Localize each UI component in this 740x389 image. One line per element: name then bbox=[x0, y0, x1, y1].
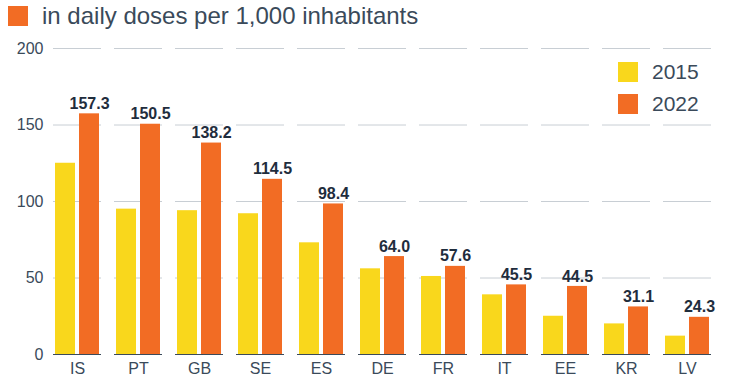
svg-text:PT: PT bbox=[128, 360, 149, 377]
svg-text:31.1: 31.1 bbox=[623, 288, 654, 305]
svg-text:EE: EE bbox=[555, 360, 576, 377]
svg-text:ES: ES bbox=[311, 360, 332, 377]
svg-text:150: 150 bbox=[17, 116, 44, 133]
svg-text:SE: SE bbox=[250, 360, 271, 377]
svg-text:150.5: 150.5 bbox=[130, 105, 170, 122]
svg-text:IT: IT bbox=[497, 360, 511, 377]
svg-text:138.2: 138.2 bbox=[191, 124, 231, 141]
svg-text:IS: IS bbox=[70, 360, 85, 377]
svg-text:114.5: 114.5 bbox=[253, 160, 292, 177]
html-text:2015: 2015 bbox=[652, 60, 699, 83]
svg-text:GB: GB bbox=[188, 360, 211, 377]
svg-text:200: 200 bbox=[17, 40, 44, 57]
svg-text:98.4: 98.4 bbox=[318, 185, 349, 202]
svg-text:FR: FR bbox=[433, 360, 454, 377]
svg-text:157.3: 157.3 bbox=[69, 95, 109, 112]
svg-text:50: 50 bbox=[26, 269, 44, 286]
svg-text:57.6: 57.6 bbox=[440, 247, 471, 264]
svg-text:KR: KR bbox=[615, 360, 637, 377]
svg-text:0: 0 bbox=[35, 346, 44, 363]
svg-text:24.3: 24.3 bbox=[684, 298, 715, 315]
svg-text:44.5: 44.5 bbox=[562, 268, 593, 285]
html-text:2022: 2022 bbox=[652, 92, 699, 115]
svg-text:DE: DE bbox=[371, 360, 393, 377]
svg-text:45.5: 45.5 bbox=[501, 266, 532, 283]
html-text:in daily doses per 1,000 inhab: in daily doses per 1,000 inhabitants bbox=[42, 2, 419, 29]
svg-text:100: 100 bbox=[17, 193, 44, 210]
svg-text:LV: LV bbox=[678, 360, 697, 377]
svg-text:64.0: 64.0 bbox=[379, 238, 410, 255]
